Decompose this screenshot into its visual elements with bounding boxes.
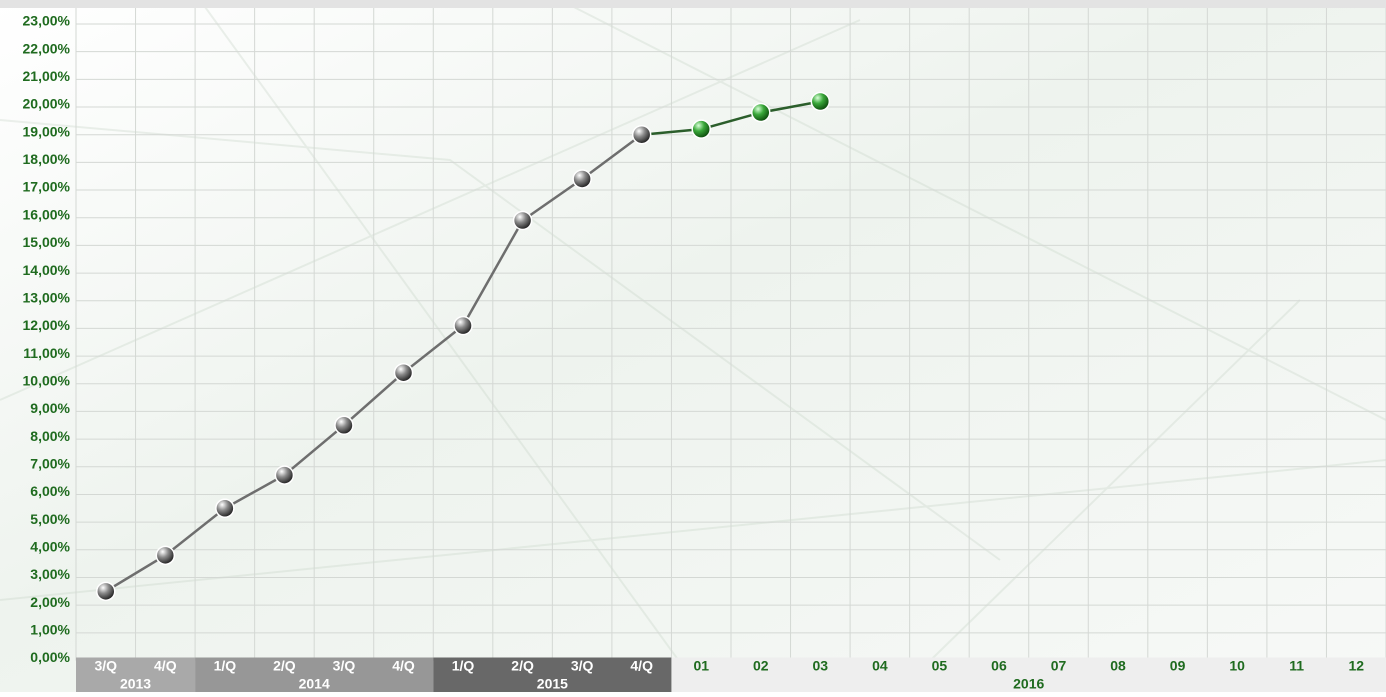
x-tick-label: 12 — [1348, 658, 1364, 674]
group-band — [76, 657, 196, 692]
marker — [810, 91, 831, 112]
y-tick-label: 16,00% — [23, 206, 71, 222]
marker — [691, 119, 711, 139]
y-tick-label: 13,00% — [23, 289, 71, 305]
series-line — [105, 133, 643, 593]
y-tick-label: 5,00% — [30, 511, 70, 527]
y-tick-label: 22,00% — [23, 40, 71, 56]
x-tick-label: 02 — [753, 658, 769, 674]
x-tick-label: 1/Q — [452, 658, 475, 674]
group-label: 2014 — [299, 676, 330, 692]
x-tick-label: 4/Q — [392, 658, 415, 674]
x-tick-label: 1/Q — [214, 658, 237, 674]
x-tick-label: 03 — [813, 658, 829, 674]
x-tick-label: 11 — [1289, 658, 1304, 674]
y-tick-label: 19,00% — [23, 123, 71, 139]
y-tick-label: 8,00% — [30, 428, 70, 444]
marker — [631, 124, 652, 145]
marker — [572, 169, 592, 189]
y-tick-label: 3,00% — [30, 566, 70, 582]
y-tick-label: 1,00% — [30, 622, 70, 638]
marker — [215, 498, 235, 519]
y-tick-label: 23,00% — [23, 13, 71, 29]
marker — [96, 581, 116, 602]
y-tick-label: 9,00% — [30, 400, 70, 416]
x-tick-label: 09 — [1170, 658, 1186, 674]
group-band — [195, 657, 434, 692]
x-tick-label: 07 — [1051, 658, 1067, 674]
top-bar — [0, 0, 1386, 8]
y-tick-label: 10,00% — [23, 372, 71, 388]
y-tick-label: 17,00% — [23, 179, 71, 195]
y-tick-label: 6,00% — [30, 483, 70, 499]
y-tick-label: 4,00% — [30, 539, 70, 555]
group-band — [433, 657, 672, 692]
y-tick-label: 21,00% — [23, 68, 71, 84]
marker — [453, 315, 473, 336]
marker — [274, 465, 295, 485]
marker — [334, 415, 354, 436]
series-connector — [641, 127, 702, 136]
group-label: 2016 — [1013, 676, 1044, 692]
x-tick-label: 01 — [693, 658, 709, 674]
group-label: 2015 — [537, 676, 568, 692]
y-tick-label: 0,00% — [30, 649, 70, 665]
x-tick-label: 3/Q — [571, 658, 594, 674]
y-tick-label: 12,00% — [23, 317, 71, 333]
y-tick-label: 20,00% — [23, 96, 71, 112]
x-tick-label: 4/Q — [630, 658, 653, 674]
x-tick-label: 05 — [932, 658, 948, 674]
x-tick-label: 4/Q — [154, 658, 177, 674]
x-tick-label: 2/Q — [273, 658, 296, 674]
x-tick-label: 10 — [1229, 658, 1245, 674]
x-tick-label: 08 — [1110, 658, 1126, 674]
x-tick-label: 06 — [991, 658, 1007, 674]
x-tick-label: 3/Q — [94, 658, 117, 674]
marker — [393, 362, 414, 383]
marker — [512, 210, 533, 231]
group-label: 2013 — [120, 676, 151, 692]
y-tick-label: 18,00% — [23, 151, 71, 167]
y-tick-label: 15,00% — [23, 234, 71, 250]
y-tick-label: 2,00% — [30, 594, 70, 610]
y-tick-label: 14,00% — [23, 262, 71, 278]
marker — [155, 545, 176, 566]
x-tick-label: 3/Q — [333, 658, 356, 674]
marker — [751, 102, 771, 123]
x-tick-label: 2/Q — [511, 658, 534, 674]
group-band — [671, 657, 1386, 692]
y-tick-label: 11,00% — [23, 345, 70, 361]
x-tick-label: 04 — [872, 658, 888, 674]
y-tick-label: 7,00% — [30, 455, 70, 471]
